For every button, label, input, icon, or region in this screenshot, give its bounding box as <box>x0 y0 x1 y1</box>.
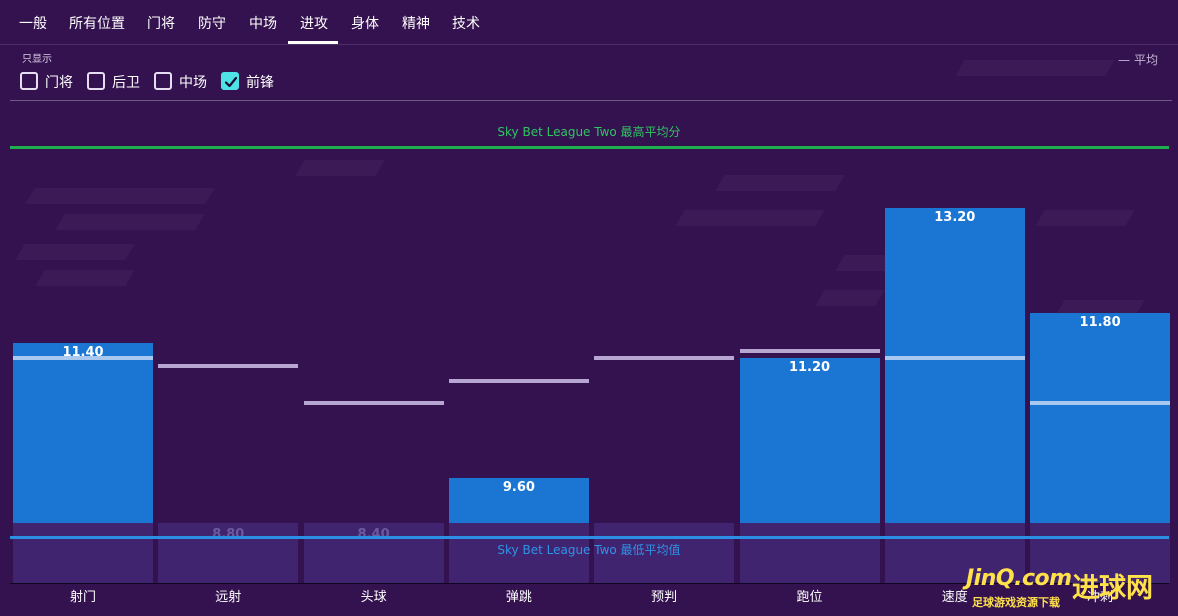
max-average-label: Sky Bet League Two 最高平均分 <box>497 125 681 139</box>
watermark-logo: JinQ.com 进球网 足球游戏资源下载 <box>966 566 1172 612</box>
x-tick-label: 跑位 <box>796 590 823 605</box>
max-average-line <box>10 146 1169 149</box>
x-tick-label: 远射 <box>215 590 242 605</box>
bar[interactable] <box>13 343 153 523</box>
tab-defending[interactable]: 防守 <box>198 16 226 32</box>
bar-lower-band <box>594 523 735 583</box>
filter-title: 只显示 <box>22 54 52 65</box>
bg-stripe <box>715 175 844 191</box>
bg-stripe <box>35 270 134 286</box>
bar[interactable] <box>884 208 1025 523</box>
average-marker <box>739 348 880 353</box>
bg-stripe <box>25 188 214 204</box>
bg-stripe <box>55 214 204 230</box>
tab-technical[interactable]: 技术 <box>452 16 480 32</box>
tab-goalkeeper[interactable]: 门将 <box>147 16 175 32</box>
watermark-line3: 足球游戏资源下载 <box>972 596 1060 609</box>
tab-general[interactable]: 一般 <box>19 16 47 32</box>
bar-value-label: 9.60 <box>502 480 535 495</box>
average-marker <box>884 356 1025 360</box>
bar-lower-band <box>303 523 444 583</box>
average-marker <box>594 356 735 360</box>
filter-forward-checkbox[interactable]: 前锋 <box>221 72 281 91</box>
x-tick-label: 头球 <box>360 590 387 605</box>
bar-lower-band <box>13 523 153 583</box>
filter-midfielder-checkbox[interactable]: 中场 <box>154 72 214 91</box>
bar-lower-band <box>158 523 299 583</box>
x-tick-label: 弹跳 <box>505 590 532 605</box>
watermark-line1: JinQ.com <box>966 566 1072 591</box>
bg-stripe <box>815 290 884 306</box>
filter-defender-checkbox[interactable]: 后卫 <box>87 72 147 91</box>
average-marker <box>13 356 153 360</box>
tab-mental[interactable]: 精神 <box>402 16 430 32</box>
selected-tab-indicator <box>288 41 338 44</box>
bg-stripe <box>1035 210 1134 226</box>
tab-bar: 一般 所有位置 门将 防守 中场 进攻 身体 精神 技术 <box>0 0 1178 45</box>
bar-lower-band <box>884 523 1025 583</box>
tab-physical[interactable]: 身体 <box>351 16 379 32</box>
bg-stripe <box>15 244 134 260</box>
x-axis-line <box>10 583 1169 584</box>
checkbox-label: 门将 <box>45 75 73 91</box>
x-tick-label: 速度 <box>941 590 968 605</box>
tab-attacking[interactable]: 进攻 <box>300 16 328 32</box>
checkbox-box <box>154 72 172 90</box>
average-marker <box>303 401 444 405</box>
bar-value-label: 13.20 <box>934 210 976 225</box>
bg-stripe <box>675 210 824 226</box>
x-tick-label: 射门 <box>69 590 96 605</box>
bar-value-label: 11.20 <box>788 360 831 375</box>
bar-lower-band <box>448 523 589 583</box>
filter-goalkeeper-checkbox[interactable]: 门将 <box>20 72 80 91</box>
bg-stripe <box>955 60 1114 76</box>
average-marker <box>158 363 299 368</box>
bar-lower-band <box>739 523 880 583</box>
checkbox-label: 前锋 <box>246 75 274 91</box>
checkbox-box <box>20 72 38 90</box>
checkbox-label: 中场 <box>179 75 207 91</box>
bar[interactable] <box>1030 313 1171 523</box>
average-marker <box>1030 401 1171 405</box>
x-tick-label: 冲刺 <box>1087 590 1114 605</box>
checkmark-icon <box>224 76 238 88</box>
bar[interactable] <box>448 478 589 523</box>
checkbox-box <box>87 72 105 90</box>
bar-value-label: 11.80 <box>1079 315 1121 330</box>
bar-lower-band <box>1030 523 1171 583</box>
min-average-line <box>10 536 1169 539</box>
average-legend: — 平均 <box>1118 53 1158 67</box>
checkbox-box-checked <box>221 72 239 90</box>
tab-all-positions[interactable]: 所有位置 <box>69 16 125 32</box>
watermark-line2: 进球网 <box>1072 573 1153 604</box>
average-marker <box>448 378 589 383</box>
tab-midfield[interactable]: 中场 <box>249 16 277 32</box>
bar[interactable] <box>739 358 880 523</box>
divider <box>10 100 1172 101</box>
bar-value-label: 8.40 <box>357 527 390 542</box>
bg-stripe <box>295 160 384 176</box>
bar-value-label: 8.80 <box>212 527 245 542</box>
checkbox-label: 后卫 <box>112 75 140 91</box>
x-tick-label: 预判 <box>651 590 678 605</box>
min-average-label: Sky Bet League Two 最低平均值 <box>497 543 681 557</box>
